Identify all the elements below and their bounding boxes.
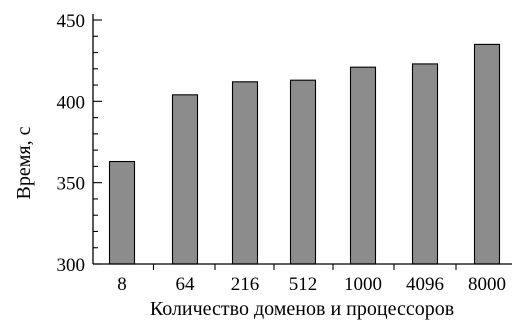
x-tick-label-64: 64 [176,274,196,295]
bar-4096 [411,63,439,265]
bar-216 [231,81,259,265]
bars-group [108,43,501,265]
bar-64 [171,94,199,265]
axes-group: 300 350 400 450 8 64 216 512 1000 4096 8000 [57,11,512,295]
y-axis-title: Время, с [13,126,35,199]
y-tick-label-450: 450 [57,11,86,32]
x-axis-title: Количество доменов и процессоров [150,298,454,320]
x-tick-label-1000: 1000 [344,274,382,295]
bar-1000 [349,66,377,265]
x-tick-label-4096: 4096 [406,274,444,295]
x-tick-label-8000: 8000 [468,274,506,295]
bar-8000 [473,43,501,265]
y-tick-label-350: 350 [57,174,86,195]
bar-512 [289,79,317,265]
x-tick-label-8: 8 [117,274,127,295]
y-tick-label-400: 400 [57,92,86,113]
y-tick-label-300: 300 [57,255,86,276]
bar-8 [108,160,136,265]
x-tick-label-512: 512 [289,274,318,295]
x-tick-label-216: 216 [231,274,260,295]
